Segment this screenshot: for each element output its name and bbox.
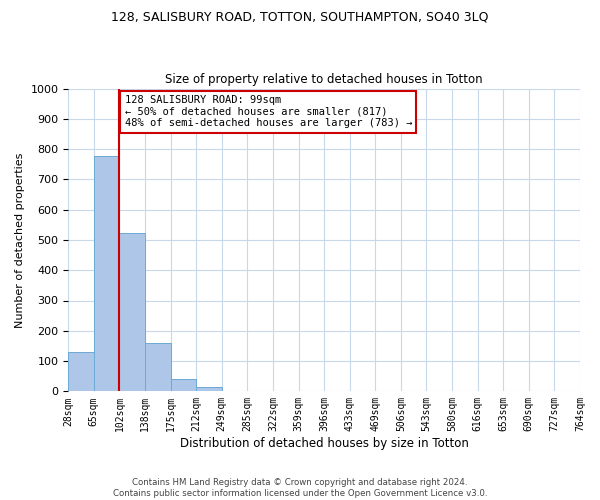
Title: Size of property relative to detached houses in Totton: Size of property relative to detached ho… <box>166 73 483 86</box>
Text: Contains HM Land Registry data © Crown copyright and database right 2024.
Contai: Contains HM Land Registry data © Crown c… <box>113 478 487 498</box>
Text: 128 SALISBURY ROAD: 99sqm
← 50% of detached houses are smaller (817)
48% of semi: 128 SALISBURY ROAD: 99sqm ← 50% of detac… <box>125 95 412 128</box>
Bar <box>94 156 119 392</box>
Y-axis label: Number of detached properties: Number of detached properties <box>15 152 25 328</box>
Bar <box>196 388 222 392</box>
Bar <box>68 352 94 392</box>
Bar <box>145 344 170 392</box>
Bar <box>119 232 145 392</box>
Bar <box>170 379 196 392</box>
X-axis label: Distribution of detached houses by size in Totton: Distribution of detached houses by size … <box>180 437 469 450</box>
Text: 128, SALISBURY ROAD, TOTTON, SOUTHAMPTON, SO40 3LQ: 128, SALISBURY ROAD, TOTTON, SOUTHAMPTON… <box>111 10 489 23</box>
